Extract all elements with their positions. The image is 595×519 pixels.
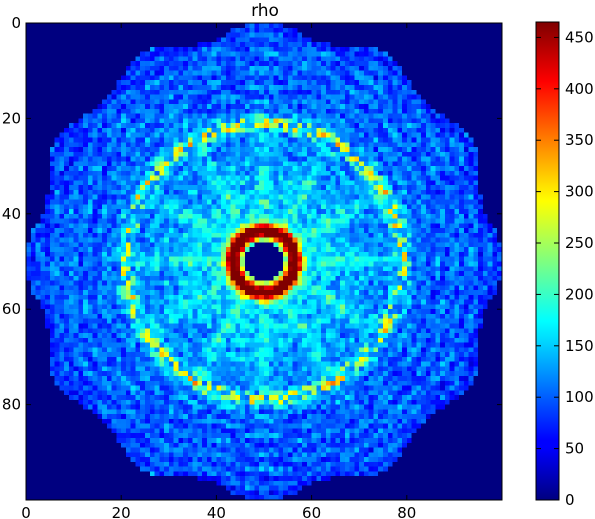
colorbar-tick-label: 0 (565, 491, 575, 509)
colorbar-gradient (535, 21, 560, 501)
colorbar-tick-label: 400 (565, 80, 594, 98)
x-tick-label: 20 (112, 504, 131, 519)
plot-frame (25, 22, 503, 501)
y-tick-label: 60 (2, 300, 21, 318)
plot-area: 0 20 40 60 80 0 20 40 60 80 (2, 14, 503, 519)
y-tick-label: 20 (2, 109, 21, 127)
x-tick-label: 60 (302, 504, 321, 519)
x-tick-label: 40 (207, 504, 226, 519)
colorbar-tick-label: 300 (565, 183, 594, 201)
y-tick-label: 0 (11, 14, 21, 32)
colorbar-ticks: 0 50 100 150 200 250 300 350 400 450 (536, 28, 594, 509)
colorbar-tick-label: 250 (565, 234, 594, 252)
colorbar-tick-label: 100 (565, 388, 594, 406)
x-tick-label: 80 (397, 504, 416, 519)
x-tick-label: 0 (21, 504, 31, 519)
y-tick-label: 80 (2, 396, 21, 414)
colorbar-tick-label: 150 (565, 337, 594, 355)
colorbar-tick-label: 350 (565, 131, 594, 149)
x-axis-ticks: 0 20 40 60 80 (21, 23, 416, 519)
colorbar: 0 50 100 150 200 250 300 350 400 450 (535, 21, 594, 509)
y-axis-ticks: 0 20 40 60 80 (2, 14, 502, 414)
heatmap-image (26, 23, 502, 500)
colorbar-tick-label: 450 (565, 28, 594, 46)
colorbar-tick-label: 200 (565, 285, 594, 303)
colorbar-tick-label: 50 (565, 440, 584, 458)
y-tick-label: 40 (2, 205, 21, 223)
chart-title: rho (251, 1, 279, 21)
